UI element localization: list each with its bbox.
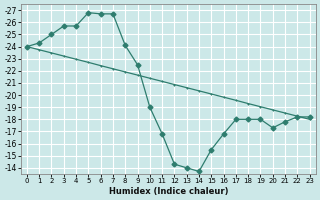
X-axis label: Humidex (Indice chaleur): Humidex (Indice chaleur) [108, 187, 228, 196]
